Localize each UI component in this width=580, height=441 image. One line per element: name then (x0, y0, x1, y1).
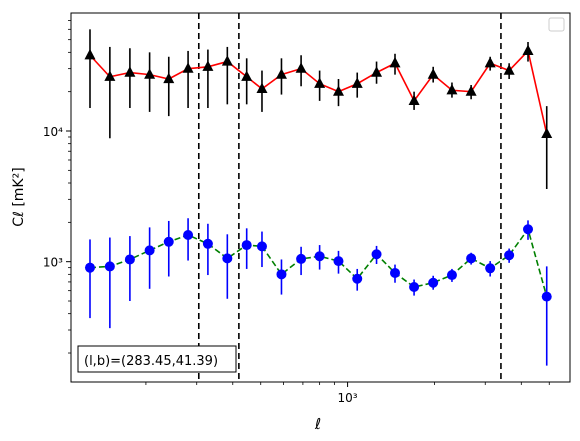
series-1-point-1 (84, 48, 96, 60)
series-2-point-14 (333, 256, 344, 267)
series-1-point-13 (314, 77, 326, 88)
series-1-point-6 (182, 62, 194, 73)
series-1-point-16 (371, 66, 383, 77)
series-1-point-22 (484, 56, 496, 68)
annotation-box: (l,b)=(283.45,41.39) (77, 345, 237, 373)
x-axis-label: ℓ (314, 415, 321, 433)
series-1-point-24 (522, 44, 534, 56)
series-1-point-15 (351, 77, 363, 88)
series-2-point-23 (504, 250, 515, 261)
series-2-point-4 (144, 245, 155, 256)
series-1-point-19 (427, 68, 439, 79)
series-2-point-19 (428, 277, 439, 288)
series-1-point-10 (256, 82, 268, 94)
series-2-point-3 (124, 254, 135, 265)
series-2-point-8 (222, 253, 233, 264)
series-2-point-20 (446, 270, 457, 281)
series-1-point-8 (221, 55, 233, 66)
series-1-point-12 (295, 62, 307, 73)
series-2-point-2 (104, 261, 115, 272)
series-1-point-11 (275, 68, 287, 79)
series-2-point-10 (256, 241, 267, 252)
series-1-point-9 (241, 70, 253, 81)
series-2-point-24 (523, 224, 534, 235)
series-1-point-25 (541, 127, 553, 139)
series-2-point-11 (276, 269, 287, 280)
legend (548, 17, 565, 32)
series-2-point-6 (183, 230, 194, 241)
series-2-point-21 (466, 253, 477, 264)
series-2-point-17 (390, 267, 401, 278)
series-2-point-25 (541, 291, 552, 302)
legend-frame (548, 17, 565, 32)
series-1-point-14 (332, 85, 344, 96)
series-2-point-12 (296, 253, 307, 264)
series-1-point-2 (104, 70, 116, 81)
y-tick-label-2: 10⁴ (43, 125, 63, 139)
series-1-point-17 (389, 56, 401, 68)
series-1-point-23 (503, 64, 515, 75)
series-1-point-7 (202, 60, 214, 71)
annotation-frame (77, 345, 237, 373)
series-2-point-18 (409, 282, 420, 293)
axes-frame (70, 12, 571, 383)
y-axis-label: Cℓ [mK²] (11, 167, 27, 226)
annotation-text: (l,b)=(283.45,41.39) (84, 354, 218, 369)
series-2-point-22 (485, 263, 496, 274)
x-tick-label-1: 10³ (338, 391, 358, 405)
series-1-point-4 (144, 68, 156, 79)
series-2-point-5 (163, 236, 174, 247)
series-1-point-3 (124, 66, 136, 77)
series-1-point-5 (163, 72, 175, 84)
tick-layer: 10³ 10³ 10⁴ (43, 20, 550, 405)
series-2-point-13 (314, 251, 325, 262)
series-2-point-15 (352, 273, 363, 284)
series-1-point-21 (465, 85, 477, 96)
series-1-point-18 (408, 94, 420, 106)
plot-area (84, 13, 553, 382)
series-2-point-1 (84, 262, 95, 273)
series-2-point-7 (202, 238, 213, 249)
y-tick-label-1: 10³ (43, 256, 63, 270)
series-1-point-20 (446, 83, 458, 95)
series-2-point-9 (241, 240, 252, 251)
series-2-point-16 (371, 249, 382, 260)
